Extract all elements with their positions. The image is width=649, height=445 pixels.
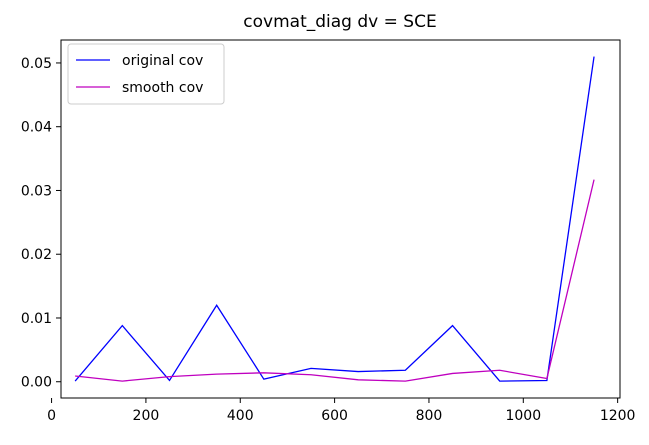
series-line-original-cov <box>74 56 595 382</box>
x-tick-label: 800 <box>416 408 443 424</box>
plot-area: 0 200 400 600 800 1000 1200 0.00 0.01 0.02 0.03 0.0… <box>21 39 636 424</box>
x-tick-label: 0 <box>47 408 56 424</box>
legend-label: original cov <box>122 53 203 69</box>
y-tick-label: 0.01 <box>21 311 52 327</box>
x-tick-label: 200 <box>133 408 160 424</box>
series-line-smooth-cov <box>75 179 595 382</box>
chart-title: covmat_diag dv = SCE <box>243 12 436 32</box>
y-tick-label: 0.00 <box>21 375 52 391</box>
y-tick-label: 0.03 <box>21 183 52 199</box>
x-tick-label: 1200 <box>600 408 636 424</box>
y-tick-label: 0.02 <box>21 247 52 263</box>
legend-box <box>67 43 225 105</box>
legend-label: smooth cov <box>122 80 203 96</box>
axes-frame <box>60 39 621 399</box>
x-tick-label: 1000 <box>505 408 541 424</box>
x-tick-label: 600 <box>321 408 348 424</box>
y-tick-label: 0.05 <box>21 56 52 72</box>
y-tick-label: 0.04 <box>21 120 52 136</box>
x-tick-label: 400 <box>227 408 254 424</box>
